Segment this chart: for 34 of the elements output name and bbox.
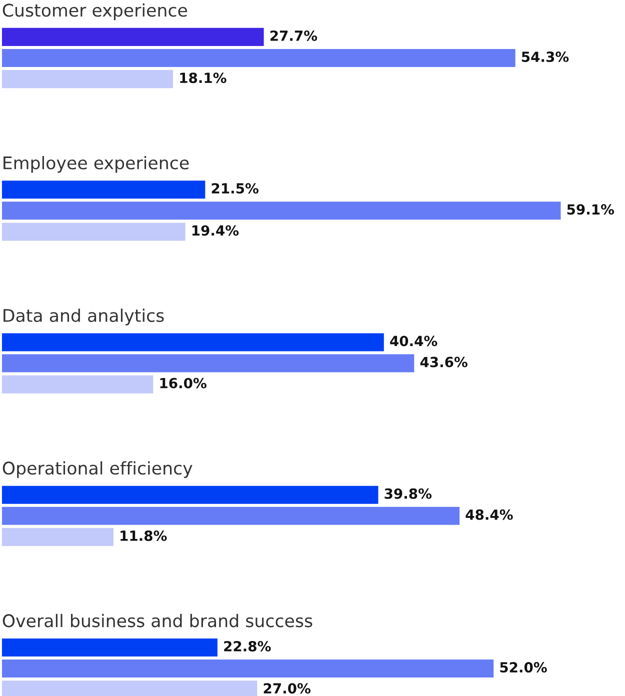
data-label: 16.0% <box>160 378 206 388</box>
data-label: 48.4% <box>466 509 513 520</box>
bar <box>2 660 494 678</box>
bar <box>2 638 218 656</box>
data-label: 27.0% <box>264 683 310 694</box>
y-tick-label: Overall business and brand success <box>2 614 312 628</box>
data-label: 21.5% <box>212 183 258 194</box>
data-label: 54.3% <box>522 52 569 62</box>
data-label: 40.4% <box>390 336 438 346</box>
bar <box>2 48 516 68</box>
y-tick-label: Customer experience <box>2 3 188 20</box>
bar <box>2 70 174 88</box>
bar <box>2 333 384 352</box>
y-tick-label: Data and analytics <box>4 308 164 326</box>
bar <box>2 506 460 525</box>
bar <box>2 28 264 46</box>
bar <box>2 222 186 241</box>
data-label: 11.8% <box>120 530 167 541</box>
data-label: 19.4% <box>192 225 239 236</box>
y-tick-label: Operational efficiency <box>2 461 192 478</box>
data-label: 22.8% <box>224 640 271 652</box>
bar <box>2 202 561 220</box>
bar <box>2 375 154 394</box>
data-label: 52.0% <box>500 662 547 673</box>
data-label: 59.1% <box>567 204 614 215</box>
data-label: 39.8% <box>384 488 432 499</box>
data-label: 43.6% <box>420 356 468 368</box>
bar <box>2 528 114 546</box>
data-label: 18.1% <box>180 72 226 84</box>
bar <box>2 180 206 199</box>
y-tick-label: Employee experience <box>4 156 189 173</box>
data-label: 27.7% <box>270 30 318 41</box>
bar <box>2 354 414 372</box>
bar <box>2 486 378 504</box>
